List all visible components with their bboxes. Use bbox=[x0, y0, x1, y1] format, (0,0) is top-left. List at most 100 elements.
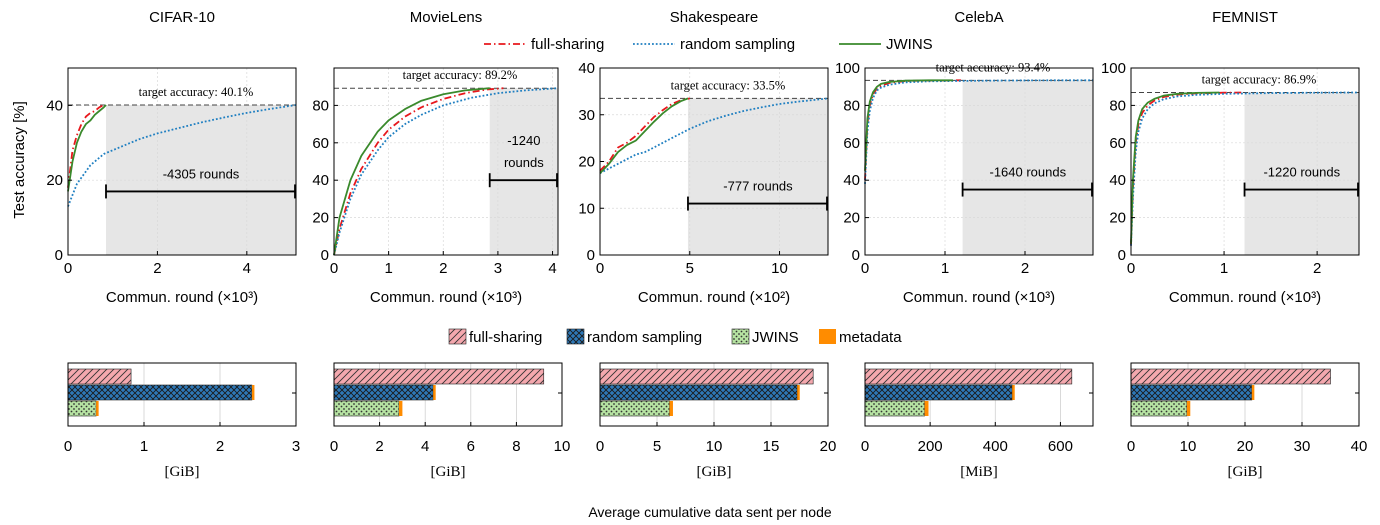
plot-frame bbox=[864, 362, 1094, 427]
series-line-full-sharing bbox=[1130, 91, 1243, 246]
y-tick-label: 100 bbox=[835, 60, 860, 77]
x-tick-label: 600 bbox=[1048, 438, 1073, 455]
chart-title: Shakespeare bbox=[670, 9, 758, 26]
legend-bottom-label-jwins: JWINS bbox=[752, 329, 799, 346]
chart-title: CIFAR-10 bbox=[149, 9, 215, 26]
plot-frame bbox=[67, 67, 297, 256]
bar-chart-femnist: 0 10 20 30 40 [GiB] bbox=[1127, 362, 1368, 480]
x-tick-label: 8 bbox=[512, 438, 520, 455]
bar-jwins bbox=[599, 400, 670, 417]
x-axis-label: [GiB] bbox=[1228, 464, 1263, 480]
legend-bottom-label-full-sharing: full-sharing bbox=[469, 329, 542, 346]
series-line-jwins bbox=[599, 97, 689, 174]
bottom-caption: Average cumulative data sent per node bbox=[588, 504, 832, 520]
y-tick-label: 20 bbox=[843, 210, 860, 227]
x-tick-label: 2 bbox=[1313, 260, 1321, 277]
x-tick-label: 2 bbox=[439, 260, 447, 277]
plot-frame bbox=[333, 67, 559, 256]
line-chart-movielens: MovieLens target accuracy: 89.2% -1240 roun… bbox=[312, 9, 559, 306]
bar-metadata bbox=[433, 385, 436, 400]
series-line-jwins bbox=[864, 79, 953, 171]
bar-random-sampling bbox=[599, 384, 798, 401]
bar-metadata bbox=[669, 401, 673, 416]
x-tick-label: 2 bbox=[216, 438, 224, 455]
plot-frame bbox=[864, 67, 1094, 256]
plot-frame bbox=[333, 362, 563, 427]
bar-metadata bbox=[96, 401, 99, 416]
x-tick-label: 200 bbox=[918, 438, 943, 455]
x-axis-label: Commun. round (×10³) bbox=[903, 289, 1055, 306]
x-tick-label: 0 bbox=[861, 260, 869, 277]
bar-random-sampling bbox=[67, 384, 253, 401]
chart-title: CelebA bbox=[954, 9, 1003, 26]
x-tick-label: 5 bbox=[653, 438, 661, 455]
y-tick-label: 60 bbox=[843, 135, 860, 152]
legend-bottom: full-sharing random sampling JWINS metad… bbox=[448, 328, 902, 346]
series-line-full-sharing bbox=[67, 104, 105, 188]
x-tick-label: 15 bbox=[763, 438, 780, 455]
saving-label: -1640 rounds bbox=[989, 165, 1066, 180]
saving-label: -1240 bbox=[507, 133, 540, 148]
x-tick-label: 20 bbox=[1237, 438, 1254, 455]
plot-frame bbox=[1130, 67, 1360, 256]
bar-chart-movielens: 0 2 4 6 8 10 [GiB] bbox=[330, 362, 570, 480]
y-tick-label: 0 bbox=[55, 247, 63, 264]
x-tick-label: 10 bbox=[771, 260, 788, 277]
saving-label: -4305 rounds bbox=[163, 166, 240, 181]
y-axis-label: Test accuracy [%] bbox=[11, 101, 28, 219]
x-tick-label: 10 bbox=[1180, 438, 1197, 455]
y-tick-label: 0 bbox=[587, 247, 595, 264]
saving-region bbox=[1244, 92, 1359, 255]
y-tick-label: 0 bbox=[321, 247, 329, 264]
x-tick-label: 2 bbox=[153, 260, 161, 277]
line-chart-shakespeare: Shakespeare target accuracy: 33.5% -777 ro… bbox=[578, 9, 829, 306]
legend-bottom-label-random-sampling: random sampling bbox=[587, 329, 702, 346]
saving-label: -777 rounds bbox=[723, 179, 793, 194]
bar-jwins bbox=[864, 400, 925, 417]
y-tick-label: 40 bbox=[46, 97, 63, 114]
x-axis-label: [GiB] bbox=[431, 464, 466, 480]
y-tick-label: 60 bbox=[312, 135, 329, 152]
y-tick-label: 100 bbox=[1101, 60, 1126, 77]
x-tick-label: 1 bbox=[140, 438, 148, 455]
target-accuracy-label: target accuracy: 40.1% bbox=[139, 85, 254, 99]
target-accuracy-label: target accuracy: 93.4% bbox=[936, 60, 1051, 74]
target-accuracy-label: target accuracy: 89.2% bbox=[403, 68, 518, 82]
y-tick-label: 80 bbox=[1109, 97, 1126, 114]
series-line-random-sampling bbox=[333, 87, 559, 256]
x-tick-label: 6 bbox=[467, 438, 475, 455]
x-tick-label: 0 bbox=[1127, 438, 1135, 455]
x-tick-label: 5 bbox=[686, 260, 694, 277]
bar-metadata bbox=[398, 401, 403, 416]
y-tick-label: 80 bbox=[312, 97, 329, 114]
series-line-jwins bbox=[1130, 91, 1220, 244]
x-tick-label: 30 bbox=[1294, 438, 1311, 455]
x-tick-label: 40 bbox=[1351, 438, 1368, 455]
x-tick-label: 400 bbox=[983, 438, 1008, 455]
bar-full-sharing bbox=[599, 368, 814, 385]
bar-chart-celeba: 0 200 400 600 [MiB] bbox=[861, 362, 1094, 480]
x-axis-label: Commun. round (×10³) bbox=[1169, 289, 1321, 306]
x-axis-label: [GiB] bbox=[165, 464, 200, 480]
y-tick-label: 0 bbox=[852, 247, 860, 264]
x-tick-label: 0 bbox=[1127, 260, 1135, 277]
y-tick-label: 40 bbox=[1109, 172, 1126, 189]
bar-metadata bbox=[797, 385, 800, 400]
legend-swatch-jwins bbox=[731, 328, 750, 345]
series-line-random-sampling bbox=[67, 104, 297, 207]
series-line-full-sharing bbox=[864, 79, 962, 181]
y-tick-label: 10 bbox=[578, 200, 595, 217]
x-tick-label: 2 bbox=[1021, 260, 1029, 277]
x-axis-label: Commun. round (×10³) bbox=[106, 289, 258, 306]
bar-jwins bbox=[1130, 400, 1188, 417]
x-tick-label: 0 bbox=[64, 438, 72, 455]
saving-label: rounds bbox=[504, 155, 544, 170]
x-tick-label: 3 bbox=[494, 260, 502, 277]
y-tick-label: 40 bbox=[578, 60, 595, 77]
bar-metadata bbox=[1186, 401, 1191, 416]
series-line-random-sampling bbox=[1130, 91, 1360, 246]
saving-region bbox=[687, 98, 828, 255]
y-tick-label: 40 bbox=[843, 172, 860, 189]
y-tick-label: 80 bbox=[843, 97, 860, 114]
x-axis-label: [GiB] bbox=[697, 464, 732, 480]
